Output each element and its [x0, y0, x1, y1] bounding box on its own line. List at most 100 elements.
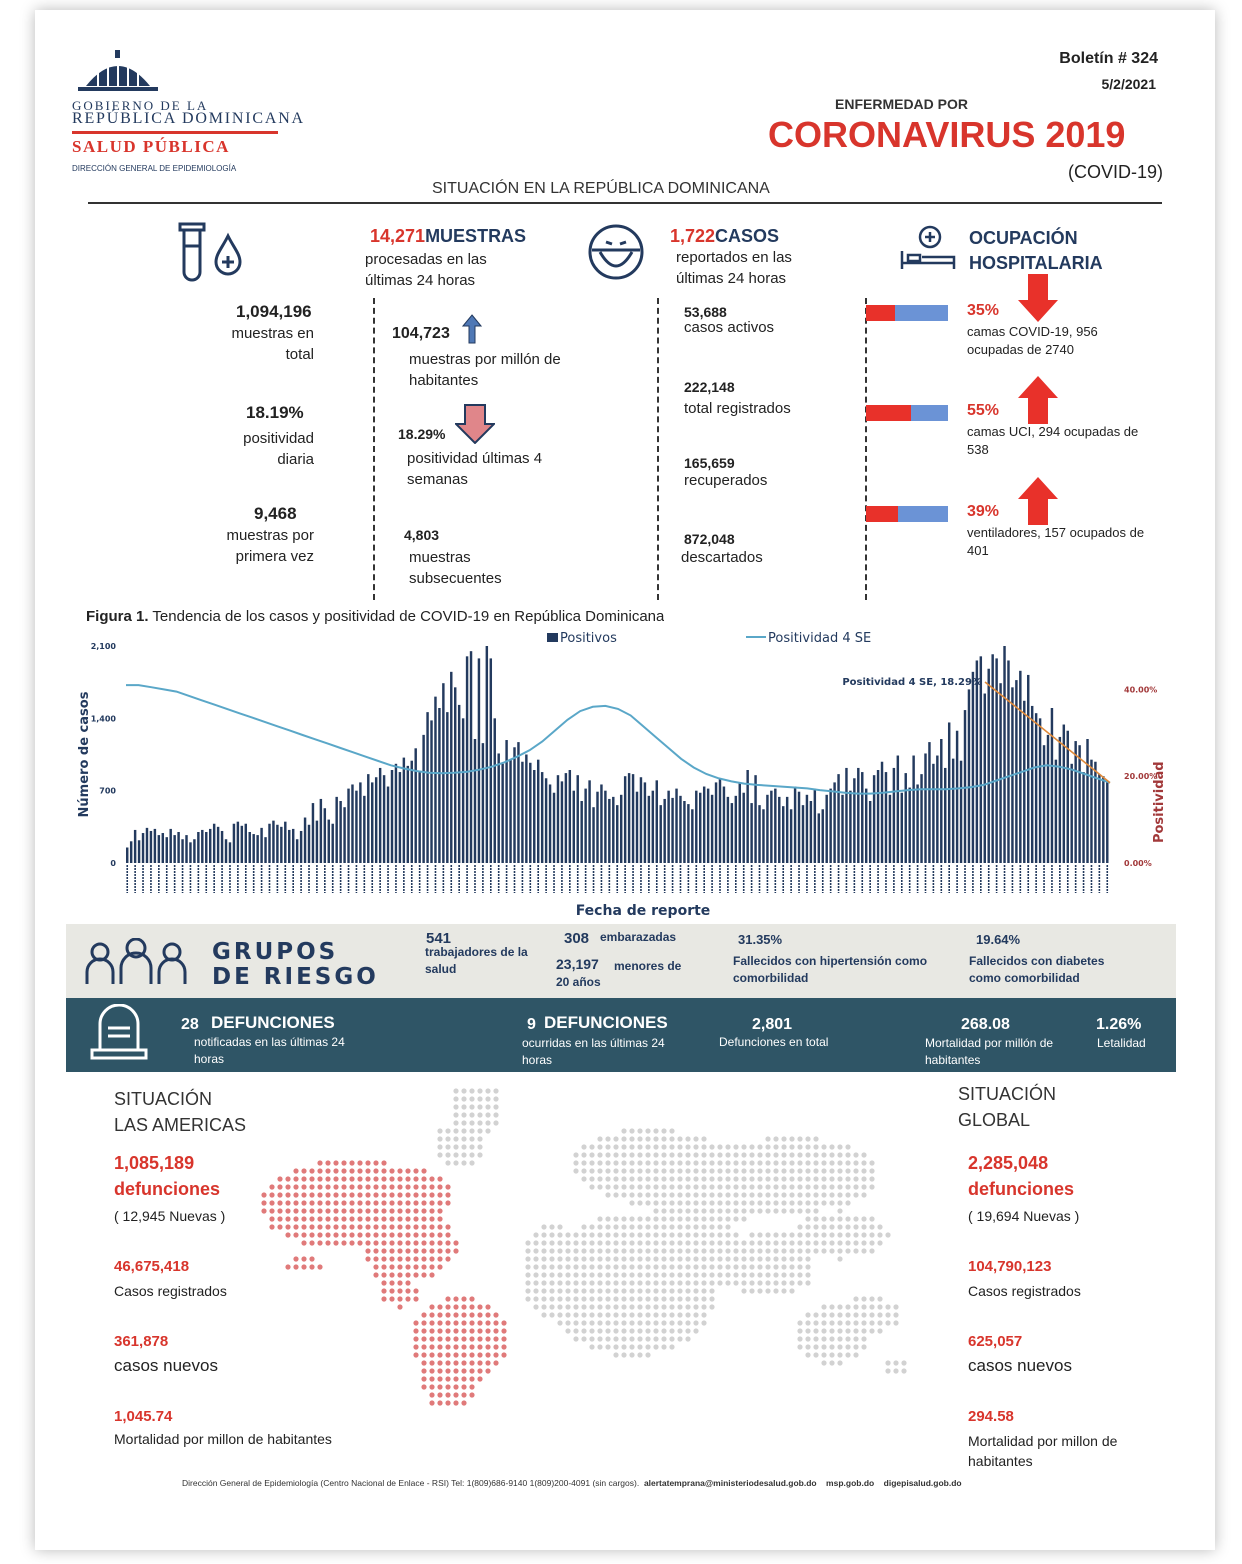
- map-dot: [629, 1264, 635, 1270]
- map-dot: [581, 1296, 587, 1302]
- map-dot: [773, 1192, 779, 1198]
- map-dot: [477, 1328, 483, 1334]
- map-dot: [661, 1336, 667, 1342]
- map-dot: [757, 1256, 763, 1262]
- map-dot: [613, 1136, 619, 1142]
- map-dot: [845, 1344, 851, 1350]
- footer-email-link[interactable]: alertatemprana@ministeriodesalud.gob.do: [643, 1478, 817, 1488]
- positivos-bar: [548, 784, 552, 863]
- map-dot: [829, 1240, 835, 1246]
- map-dot: [629, 1224, 635, 1230]
- map-dot: [725, 1200, 731, 1206]
- map-dot: [709, 1272, 715, 1278]
- map-dot: [645, 1328, 651, 1334]
- daily-positivity-number: 18.19%: [246, 403, 304, 422]
- map-dot: [573, 1336, 579, 1342]
- positivos-bar: [876, 770, 880, 863]
- map-dot: [405, 1176, 411, 1182]
- map-dot: [677, 1168, 683, 1174]
- map-dot: [813, 1136, 819, 1142]
- map-dot: [821, 1192, 827, 1198]
- map-dot: [669, 1200, 675, 1206]
- occupancy-percent: 39%: [967, 503, 1000, 520]
- map-dot: [781, 1152, 787, 1158]
- positivos-bar: [959, 760, 963, 863]
- map-dot: [749, 1160, 755, 1166]
- map-dot: [829, 1144, 835, 1150]
- map-dot: [629, 1304, 635, 1310]
- map-dot: [597, 1176, 603, 1182]
- map-dot: [429, 1344, 435, 1350]
- map-dot: [301, 1224, 307, 1230]
- map-dot: [493, 1352, 499, 1358]
- map-dot: [637, 1160, 643, 1166]
- map-dot: [549, 1272, 555, 1278]
- map-dot: [741, 1256, 747, 1262]
- map-dot: [341, 1176, 347, 1182]
- map-dot: [525, 1264, 531, 1270]
- map-dot: [501, 1352, 507, 1358]
- map-dot: [397, 1264, 403, 1270]
- map-dot: [757, 1200, 763, 1206]
- figure-caption-text: Tendencia de los casos y positividad de …: [152, 608, 665, 624]
- map-dot: [717, 1168, 723, 1174]
- map-dot: [821, 1168, 827, 1174]
- map-dot: [477, 1320, 483, 1326]
- map-dot: [701, 1224, 707, 1230]
- global-deaths-new: ( 19,694 Nuevas ): [968, 1208, 1080, 1224]
- map-dot: [469, 1360, 475, 1366]
- map-dot: [861, 1160, 867, 1166]
- map-dot: [789, 1192, 795, 1198]
- map-dot: [381, 1256, 387, 1262]
- map-dot: [677, 1216, 683, 1222]
- positivos-bar: [248, 832, 251, 863]
- map-dot: [365, 1160, 371, 1166]
- map-dot: [429, 1336, 435, 1342]
- map-dot: [349, 1240, 355, 1246]
- map-dot: [709, 1240, 715, 1246]
- footer-site-link-1[interactable]: msp.gob.do: [826, 1478, 875, 1488]
- positivos-bar: [793, 786, 797, 863]
- occurred-deaths-label: ocurridas en las últimas 24 horas: [522, 1036, 665, 1067]
- map-dot: [597, 1216, 603, 1222]
- map-dot: [797, 1248, 803, 1254]
- map-dot: [317, 1216, 323, 1222]
- positivos-bar: [924, 753, 927, 863]
- map-dot: [757, 1248, 763, 1254]
- map-dot: [733, 1272, 739, 1278]
- map-dot: [669, 1232, 675, 1238]
- map-dot: [277, 1192, 283, 1198]
- map-dot: [677, 1208, 683, 1214]
- positivos-bar: [710, 794, 714, 863]
- map-dot: [661, 1224, 667, 1230]
- positivos-bar: [774, 788, 777, 863]
- map-dot: [293, 1192, 299, 1198]
- map-dot: [269, 1208, 275, 1214]
- positivos-bar: [612, 796, 615, 863]
- map-dot: [437, 1200, 443, 1206]
- subsequent-tests-number: 4,803: [404, 527, 440, 543]
- map-dot: [373, 1248, 379, 1254]
- map-dot: [381, 1208, 387, 1214]
- map-dot: [693, 1280, 699, 1286]
- map-dot: [757, 1288, 763, 1294]
- header-rule: [88, 202, 1162, 204]
- map-dot: [437, 1328, 443, 1334]
- footer-site-link-2[interactable]: digepisalud.gob.do: [883, 1478, 962, 1488]
- map-dot: [437, 1256, 443, 1262]
- positivos-bar: [916, 784, 919, 863]
- map-dot: [533, 1288, 539, 1294]
- map-dot: [709, 1176, 715, 1182]
- divider-3: [865, 298, 867, 600]
- map-dot: [741, 1208, 747, 1214]
- map-dot: [389, 1240, 395, 1246]
- map-dot: [277, 1216, 283, 1222]
- map-dot: [709, 1160, 715, 1166]
- map-dot: [733, 1144, 739, 1150]
- map-dot: [701, 1208, 707, 1214]
- positivos-bar: [181, 839, 184, 863]
- map-dot: [373, 1200, 379, 1206]
- map-dot: [365, 1192, 371, 1198]
- map-dot: [541, 1280, 547, 1286]
- positivos-bar: [588, 780, 591, 863]
